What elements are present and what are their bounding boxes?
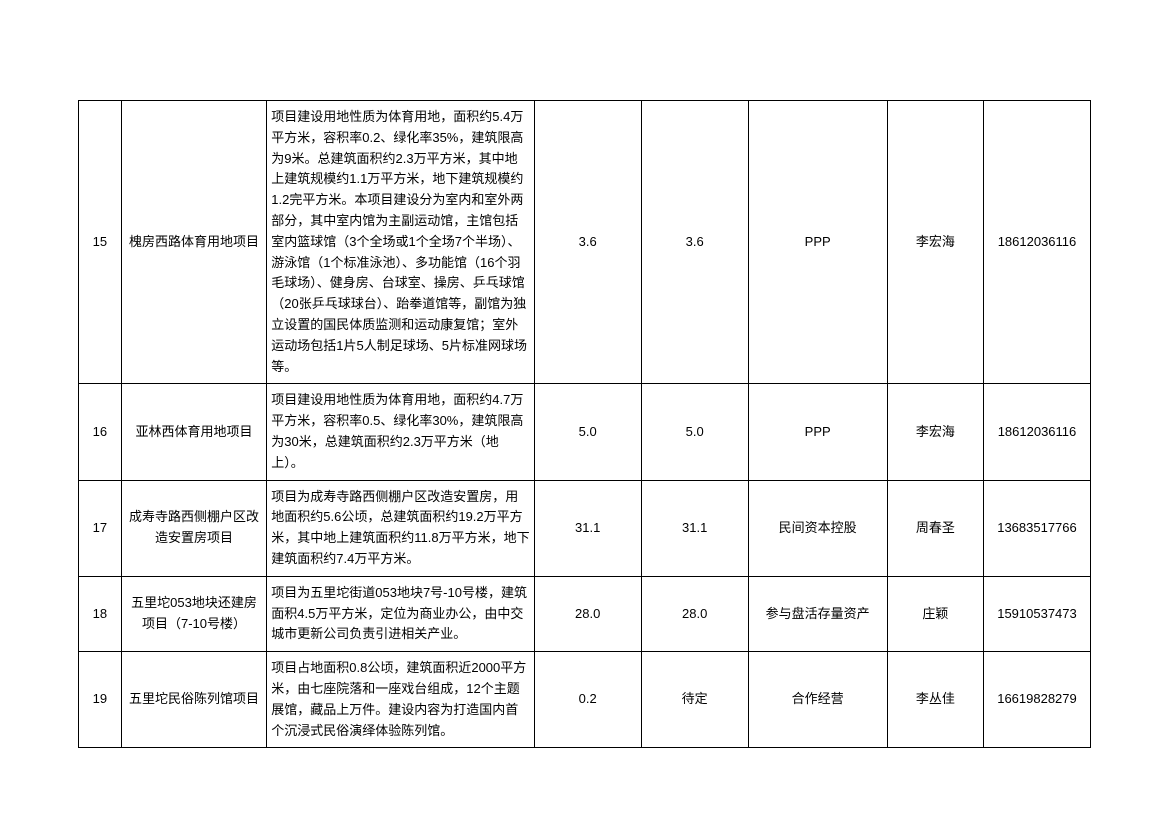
projects-table: 15 槐房西路体育用地项目 项目建设用地性质为体育用地，面积约5.4万平方米，容… — [78, 100, 1091, 748]
cell-phone: 13683517766 — [983, 480, 1090, 576]
table-row: 18 五里坨053地块还建房项目（7-10号楼） 项目为五里坨街道053地块7号… — [79, 576, 1091, 651]
cell-coop: 合作经营 — [748, 652, 887, 748]
cell-contact: 庄颖 — [887, 576, 983, 651]
cell-contact: 李丛佳 — [887, 652, 983, 748]
cell-contact: 李宏海 — [887, 384, 983, 480]
cell-phone: 18612036116 — [983, 384, 1090, 480]
cell-contact: 周春圣 — [887, 480, 983, 576]
cell-name: 五里坨053地块还建房项目（7-10号楼） — [121, 576, 266, 651]
cell-num: 18 — [79, 576, 122, 651]
cell-name: 槐房西路体育用地项目 — [121, 101, 266, 384]
cell-contact: 李宏海 — [887, 101, 983, 384]
cell-phone: 15910537473 — [983, 576, 1090, 651]
cell-val2: 3.6 — [641, 101, 748, 384]
cell-name: 亚林西体育用地项目 — [121, 384, 266, 480]
cell-desc: 项目为成寿寺路西侧棚户区改造安置房，用地面积约5.6公顷，总建筑面积约19.2万… — [267, 480, 534, 576]
table-row: 17 成寿寺路西侧棚户区改造安置房项目 项目为成寿寺路西侧棚户区改造安置房，用地… — [79, 480, 1091, 576]
cell-val1: 28.0 — [534, 576, 641, 651]
cell-coop: 参与盘活存量资产 — [748, 576, 887, 651]
cell-val1: 3.6 — [534, 101, 641, 384]
cell-num: 15 — [79, 101, 122, 384]
cell-desc: 项目为五里坨街道053地块7号-10号楼，建筑面积4.5万平方米，定位为商业办公… — [267, 576, 534, 651]
cell-desc: 项目占地面积0.8公顷，建筑面积近2000平方米，由七座院落和一座戏台组成，12… — [267, 652, 534, 748]
cell-val2: 5.0 — [641, 384, 748, 480]
cell-val1: 0.2 — [534, 652, 641, 748]
cell-val2: 待定 — [641, 652, 748, 748]
table-body: 15 槐房西路体育用地项目 项目建设用地性质为体育用地，面积约5.4万平方米，容… — [79, 101, 1091, 748]
cell-coop: PPP — [748, 101, 887, 384]
cell-val1: 5.0 — [534, 384, 641, 480]
table-row: 16 亚林西体育用地项目 项目建设用地性质为体育用地，面积约4.7万平方米，容积… — [79, 384, 1091, 480]
table-row: 19 五里坨民俗陈列馆项目 项目占地面积0.8公顷，建筑面积近2000平方米，由… — [79, 652, 1091, 748]
cell-val2: 31.1 — [641, 480, 748, 576]
cell-coop: 民间资本控股 — [748, 480, 887, 576]
table-row: 15 槐房西路体育用地项目 项目建设用地性质为体育用地，面积约5.4万平方米，容… — [79, 101, 1091, 384]
cell-phone: 16619828279 — [983, 652, 1090, 748]
cell-phone: 18612036116 — [983, 101, 1090, 384]
cell-val2: 28.0 — [641, 576, 748, 651]
cell-num: 16 — [79, 384, 122, 480]
cell-val1: 31.1 — [534, 480, 641, 576]
cell-name: 五里坨民俗陈列馆项目 — [121, 652, 266, 748]
cell-desc: 项目建设用地性质为体育用地，面积约4.7万平方米，容积率0.5、绿化率30%，建… — [267, 384, 534, 480]
cell-name: 成寿寺路西侧棚户区改造安置房项目 — [121, 480, 266, 576]
cell-desc: 项目建设用地性质为体育用地，面积约5.4万平方米，容积率0.2、绿化率35%，建… — [267, 101, 534, 384]
cell-num: 17 — [79, 480, 122, 576]
cell-num: 19 — [79, 652, 122, 748]
cell-coop: PPP — [748, 384, 887, 480]
